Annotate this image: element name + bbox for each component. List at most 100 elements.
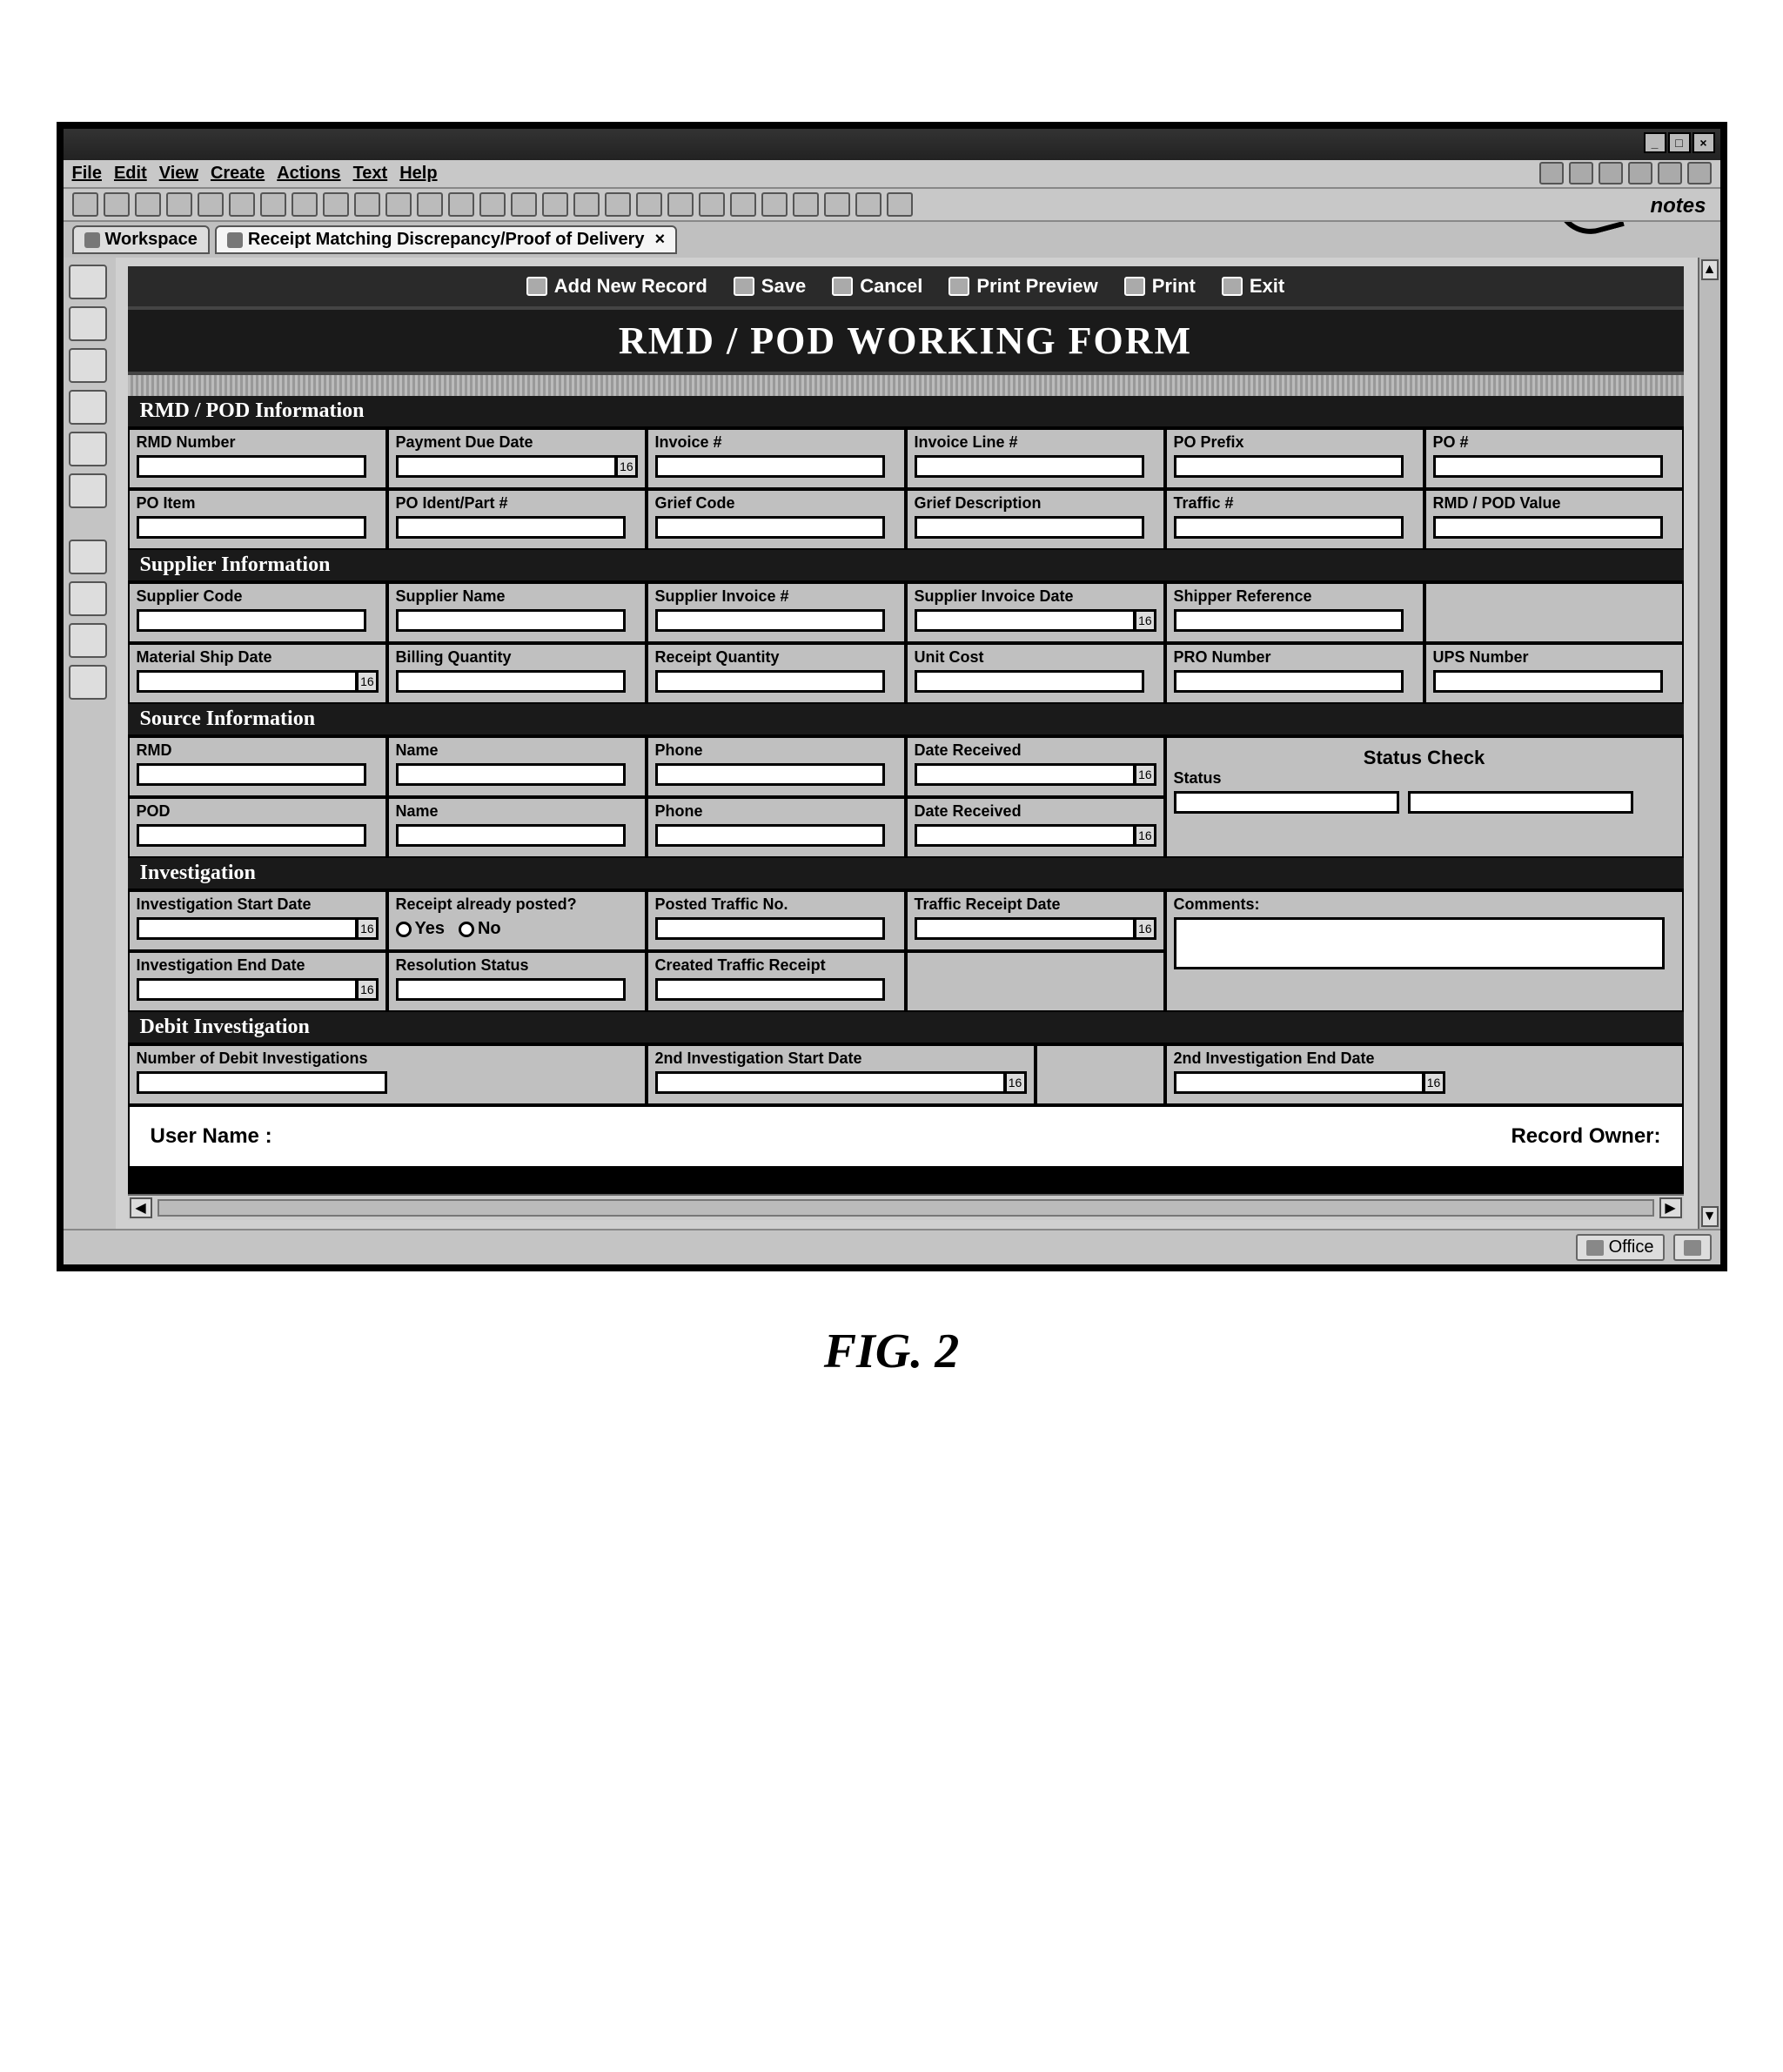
po-item-input[interactable] — [137, 516, 366, 539]
save-button[interactable]: Save — [734, 275, 806, 298]
source-pod-input[interactable] — [137, 824, 366, 847]
hscrollbar[interactable]: ◀ ▶ — [128, 1194, 1684, 1220]
tool-icon-7[interactable] — [260, 192, 286, 217]
maximize-button[interactable]: □ — [1668, 132, 1691, 153]
supplier-code-input[interactable] — [137, 609, 366, 632]
menu-create[interactable]: Create — [211, 164, 265, 184]
source-rmd-input[interactable] — [137, 763, 366, 786]
nav-search-icon[interactable] — [1658, 162, 1682, 184]
menu-edit[interactable]: Edit — [114, 164, 147, 184]
grief-code-input[interactable] — [655, 516, 885, 539]
tool-icon-3[interactable] — [135, 192, 161, 217]
status-input-1[interactable] — [1174, 791, 1399, 814]
ship-date-picker-icon[interactable]: 16 — [356, 670, 378, 693]
tool-icon-5[interactable] — [198, 192, 224, 217]
debit-count-input[interactable] — [137, 1071, 387, 1094]
pro-num-input[interactable] — [1174, 670, 1404, 693]
nav-stop-icon[interactable] — [1599, 162, 1623, 184]
po-prefix-input[interactable] — [1174, 455, 1404, 478]
nav-fwd-icon[interactable] — [1569, 162, 1593, 184]
sidebar-icon-10[interactable] — [69, 665, 107, 700]
print-preview-button[interactable]: Print Preview — [948, 275, 1097, 298]
source-date2-input[interactable] — [915, 824, 1136, 847]
tool-icon-21[interactable] — [699, 192, 725, 217]
posted-traffic-input[interactable] — [655, 917, 885, 940]
tool-icon-25[interactable] — [824, 192, 850, 217]
ups-num-input[interactable] — [1433, 670, 1663, 693]
ship-date-input[interactable] — [137, 670, 359, 693]
tool-icon-15[interactable] — [511, 192, 537, 217]
posted-yes-radio[interactable]: Yes — [396, 919, 445, 939]
po-num-input[interactable] — [1433, 455, 1663, 478]
sidebar-icon-7[interactable] — [69, 540, 107, 574]
status-office[interactable]: Office — [1576, 1234, 1665, 1261]
tool-icon-4[interactable] — [166, 192, 192, 217]
tool-icon-24[interactable] — [793, 192, 819, 217]
sidebar-icon-4[interactable] — [69, 390, 107, 425]
scroll-right-icon[interactable]: ▶ — [1659, 1197, 1682, 1218]
traffic-receipt-picker-icon[interactable]: 16 — [1134, 917, 1156, 940]
print-button[interactable]: Print — [1124, 275, 1196, 298]
tool-icon-20[interactable] — [667, 192, 694, 217]
created-receipt-input[interactable] — [655, 978, 885, 1001]
inv-start-input[interactable] — [137, 917, 359, 940]
tool-icon-1[interactable] — [72, 192, 98, 217]
menu-help[interactable]: Help — [399, 164, 437, 184]
tool-icon-23[interactable] — [761, 192, 788, 217]
add-record-button[interactable]: Add New Record — [526, 275, 707, 298]
source-name2-input[interactable] — [396, 824, 626, 847]
supplier-invoice-date-picker-icon[interactable]: 16 — [1134, 609, 1156, 632]
debit-start2-picker-icon[interactable]: 16 — [1004, 1071, 1027, 1094]
rmd-value-input[interactable] — [1433, 516, 1663, 539]
tool-icon-11[interactable] — [385, 192, 412, 217]
tool-icon-12[interactable] — [417, 192, 443, 217]
tool-icon-13[interactable] — [448, 192, 474, 217]
exit-button[interactable]: Exit — [1222, 275, 1284, 298]
scroll-left-icon[interactable]: ◀ — [130, 1197, 152, 1218]
sidebar-icon-5[interactable] — [69, 432, 107, 466]
source-phone2-input[interactable] — [655, 824, 885, 847]
menu-file[interactable]: File — [72, 164, 102, 184]
tool-bold-icon[interactable] — [323, 192, 349, 217]
sidebar-icon-9[interactable] — [69, 623, 107, 658]
minimize-button[interactable]: _ — [1644, 132, 1666, 153]
traffic-receipt-date-input[interactable] — [915, 917, 1136, 940]
inv-end-input[interactable] — [137, 978, 359, 1001]
debit-end2-picker-icon[interactable]: 16 — [1423, 1071, 1445, 1094]
recv-qty-input[interactable] — [655, 670, 885, 693]
vscrollbar[interactable]: ▲ ▼ — [1698, 258, 1720, 1229]
tab-close-icon[interactable]: × — [655, 230, 666, 250]
tool-icon-2[interactable] — [104, 192, 130, 217]
menu-view[interactable]: View — [159, 164, 198, 184]
tool-icon-27[interactable] — [887, 192, 913, 217]
debit-start2-input[interactable] — [655, 1071, 1006, 1094]
tool-icon-18[interactable] — [605, 192, 631, 217]
tab-workspace[interactable]: Workspace — [72, 225, 210, 254]
close-button[interactable]: × — [1693, 132, 1715, 153]
cancel-button[interactable]: Cancel — [832, 275, 922, 298]
resolution-status-input[interactable] — [396, 978, 626, 1001]
invoice-line-input[interactable] — [915, 455, 1144, 478]
source-date2-picker-icon[interactable]: 16 — [1134, 824, 1156, 847]
nav-refresh-icon[interactable] — [1628, 162, 1652, 184]
rmd-number-input[interactable] — [137, 455, 366, 478]
status-input-2[interactable] — [1408, 791, 1633, 814]
source-name1-input[interactable] — [396, 763, 626, 786]
comments-input[interactable] — [1174, 917, 1665, 969]
nav-home-icon[interactable] — [1687, 162, 1712, 184]
posted-no-radio[interactable]: No — [459, 919, 501, 939]
tool-icon-14[interactable] — [479, 192, 506, 217]
supplier-invoice-date-input[interactable] — [915, 609, 1136, 632]
tool-italic-icon[interactable] — [354, 192, 380, 217]
payment-due-input[interactable] — [396, 455, 618, 478]
scroll-thumb[interactable] — [158, 1199, 1654, 1217]
po-ident-input[interactable] — [396, 516, 626, 539]
menu-actions[interactable]: Actions — [277, 164, 340, 184]
debit-end2-input[interactable] — [1174, 1071, 1424, 1094]
tool-icon-16[interactable] — [542, 192, 568, 217]
grief-desc-input[interactable] — [915, 516, 1144, 539]
scroll-down-icon[interactable]: ▼ — [1701, 1206, 1719, 1227]
source-date1-input[interactable] — [915, 763, 1136, 786]
unit-cost-input[interactable] — [915, 670, 1144, 693]
sidebar-icon-3[interactable] — [69, 348, 107, 383]
